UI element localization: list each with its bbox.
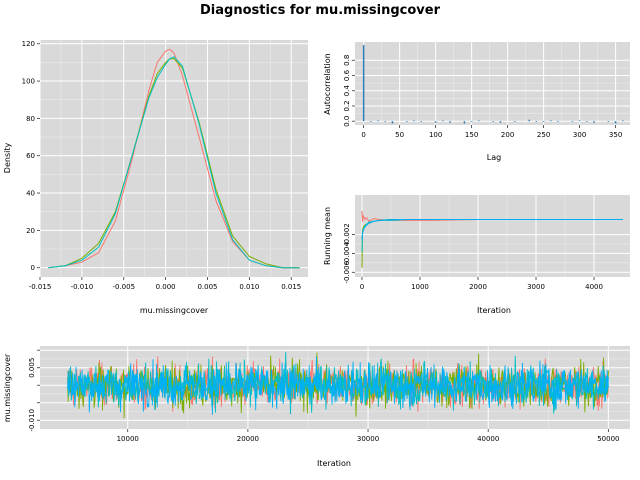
density-ytick-label: 80	[26, 115, 35, 123]
density-ytick-label: 20	[26, 227, 35, 235]
running-mean-plot-bg	[355, 195, 630, 277]
running-mean-xtick-label: 0	[360, 283, 364, 291]
density-ytick-label: 0	[31, 264, 35, 272]
density-xtick-label: -0.005	[112, 283, 135, 291]
autocorrelation-xtick-label: 150	[465, 131, 478, 139]
density-xtick-label: 0.005	[197, 283, 217, 291]
trace-ylabel: mu.missingcover	[3, 353, 12, 422]
trace-xtick-label: 40000	[477, 435, 499, 443]
running-mean-xtick-label: 2000	[469, 283, 487, 291]
autocorrelation-ytick-label: 0.4	[343, 85, 351, 97]
running-mean-xlabel: Iteration	[477, 306, 511, 315]
trace-xtick-label: 20000	[237, 435, 259, 443]
acf-plot-bg	[355, 42, 630, 125]
autocorrelation-ytick-label: 0.8	[343, 55, 351, 66]
running-mean-ylabel: Running mean	[323, 207, 332, 265]
density-xtick-label: -0.015	[29, 283, 52, 291]
trace-xtick-label: 50000	[597, 435, 619, 443]
trace-xtick-label: 30000	[357, 435, 379, 443]
acf-ylabel: Autocorrelation	[323, 53, 332, 115]
autocorrelation-ytick-label: 0.2	[343, 100, 351, 111]
autocorrelation-xtick-label: 300	[573, 131, 586, 139]
trace-ytick-label: 0.005	[28, 358, 36, 378]
autocorrelation-xtick-label: 250	[537, 131, 550, 139]
running-mean-xtick-label: 3000	[527, 283, 545, 291]
autocorrelation-xtick-label: 100	[429, 131, 442, 139]
density-panel: -0.015 -0.010 -0.005 0.000 0.005 0.010 0.015 0 2…	[3, 40, 308, 315]
density-series-line-3	[48, 56, 300, 269]
running-mean-xtick-label: 1000	[411, 283, 429, 291]
autocorrelation-xtick-label: 200	[501, 131, 514, 139]
trace-xtick-label: 10000	[117, 435, 139, 443]
trace-chain-line-4	[67, 356, 609, 415]
running-mean-series-line-4	[361, 219, 623, 240]
density-xtick-label: 0.010	[239, 283, 259, 291]
density-xlabel: mu.missingcover	[140, 306, 209, 315]
density-ytick-label: 120	[22, 40, 35, 48]
running-mean-xtick-label: 4000	[585, 283, 603, 291]
running-mean-ytick-label: -0.006	[343, 260, 351, 283]
running-mean-ytick-label: -0.004	[343, 242, 351, 265]
density-ytick-label: 60	[26, 152, 35, 160]
density-ytick-label: 40	[26, 190, 35, 198]
density-ylabel: Density	[3, 143, 12, 174]
trace-ytick-label: -0.010	[28, 409, 36, 432]
density-plot-bg	[40, 40, 308, 277]
autocorrelation-xtick-label: 50	[395, 131, 404, 139]
figure-title: Diagnostics for mu.missingcover	[200, 3, 441, 18]
density-xtick-label: 0.015	[281, 283, 301, 291]
density-xtick-label: -0.010	[71, 283, 94, 291]
trace-panel: 10000 20000 30000 40000 50000 -0.010 0.005 Ite…	[3, 346, 630, 468]
acf-xlabel: Lag	[487, 153, 501, 162]
autocorrelation-ytick-label: 0.6	[343, 69, 351, 81]
running-mean-panel: 0 1000 2000 3000 4000 -0.006-0.004-0.002 Iter…	[323, 195, 630, 315]
autocorrelation-xtick-label: 350	[609, 131, 622, 139]
density-ytick-label: 100	[22, 78, 35, 86]
density-xtick-label: 0.000	[156, 283, 176, 291]
trace-xlabel: Iteration	[317, 459, 351, 468]
autocorrelation-ytick-label: 0.0	[343, 116, 351, 127]
running-mean-ytick-label: -0.002	[343, 223, 351, 246]
autocorrelation-panel: 0 50 100 150 200 250 300 350 0.0 0.2 0.4 0.6 0.8 Lag…	[323, 42, 630, 162]
autocorrelation-xtick-label: 0	[361, 131, 365, 139]
